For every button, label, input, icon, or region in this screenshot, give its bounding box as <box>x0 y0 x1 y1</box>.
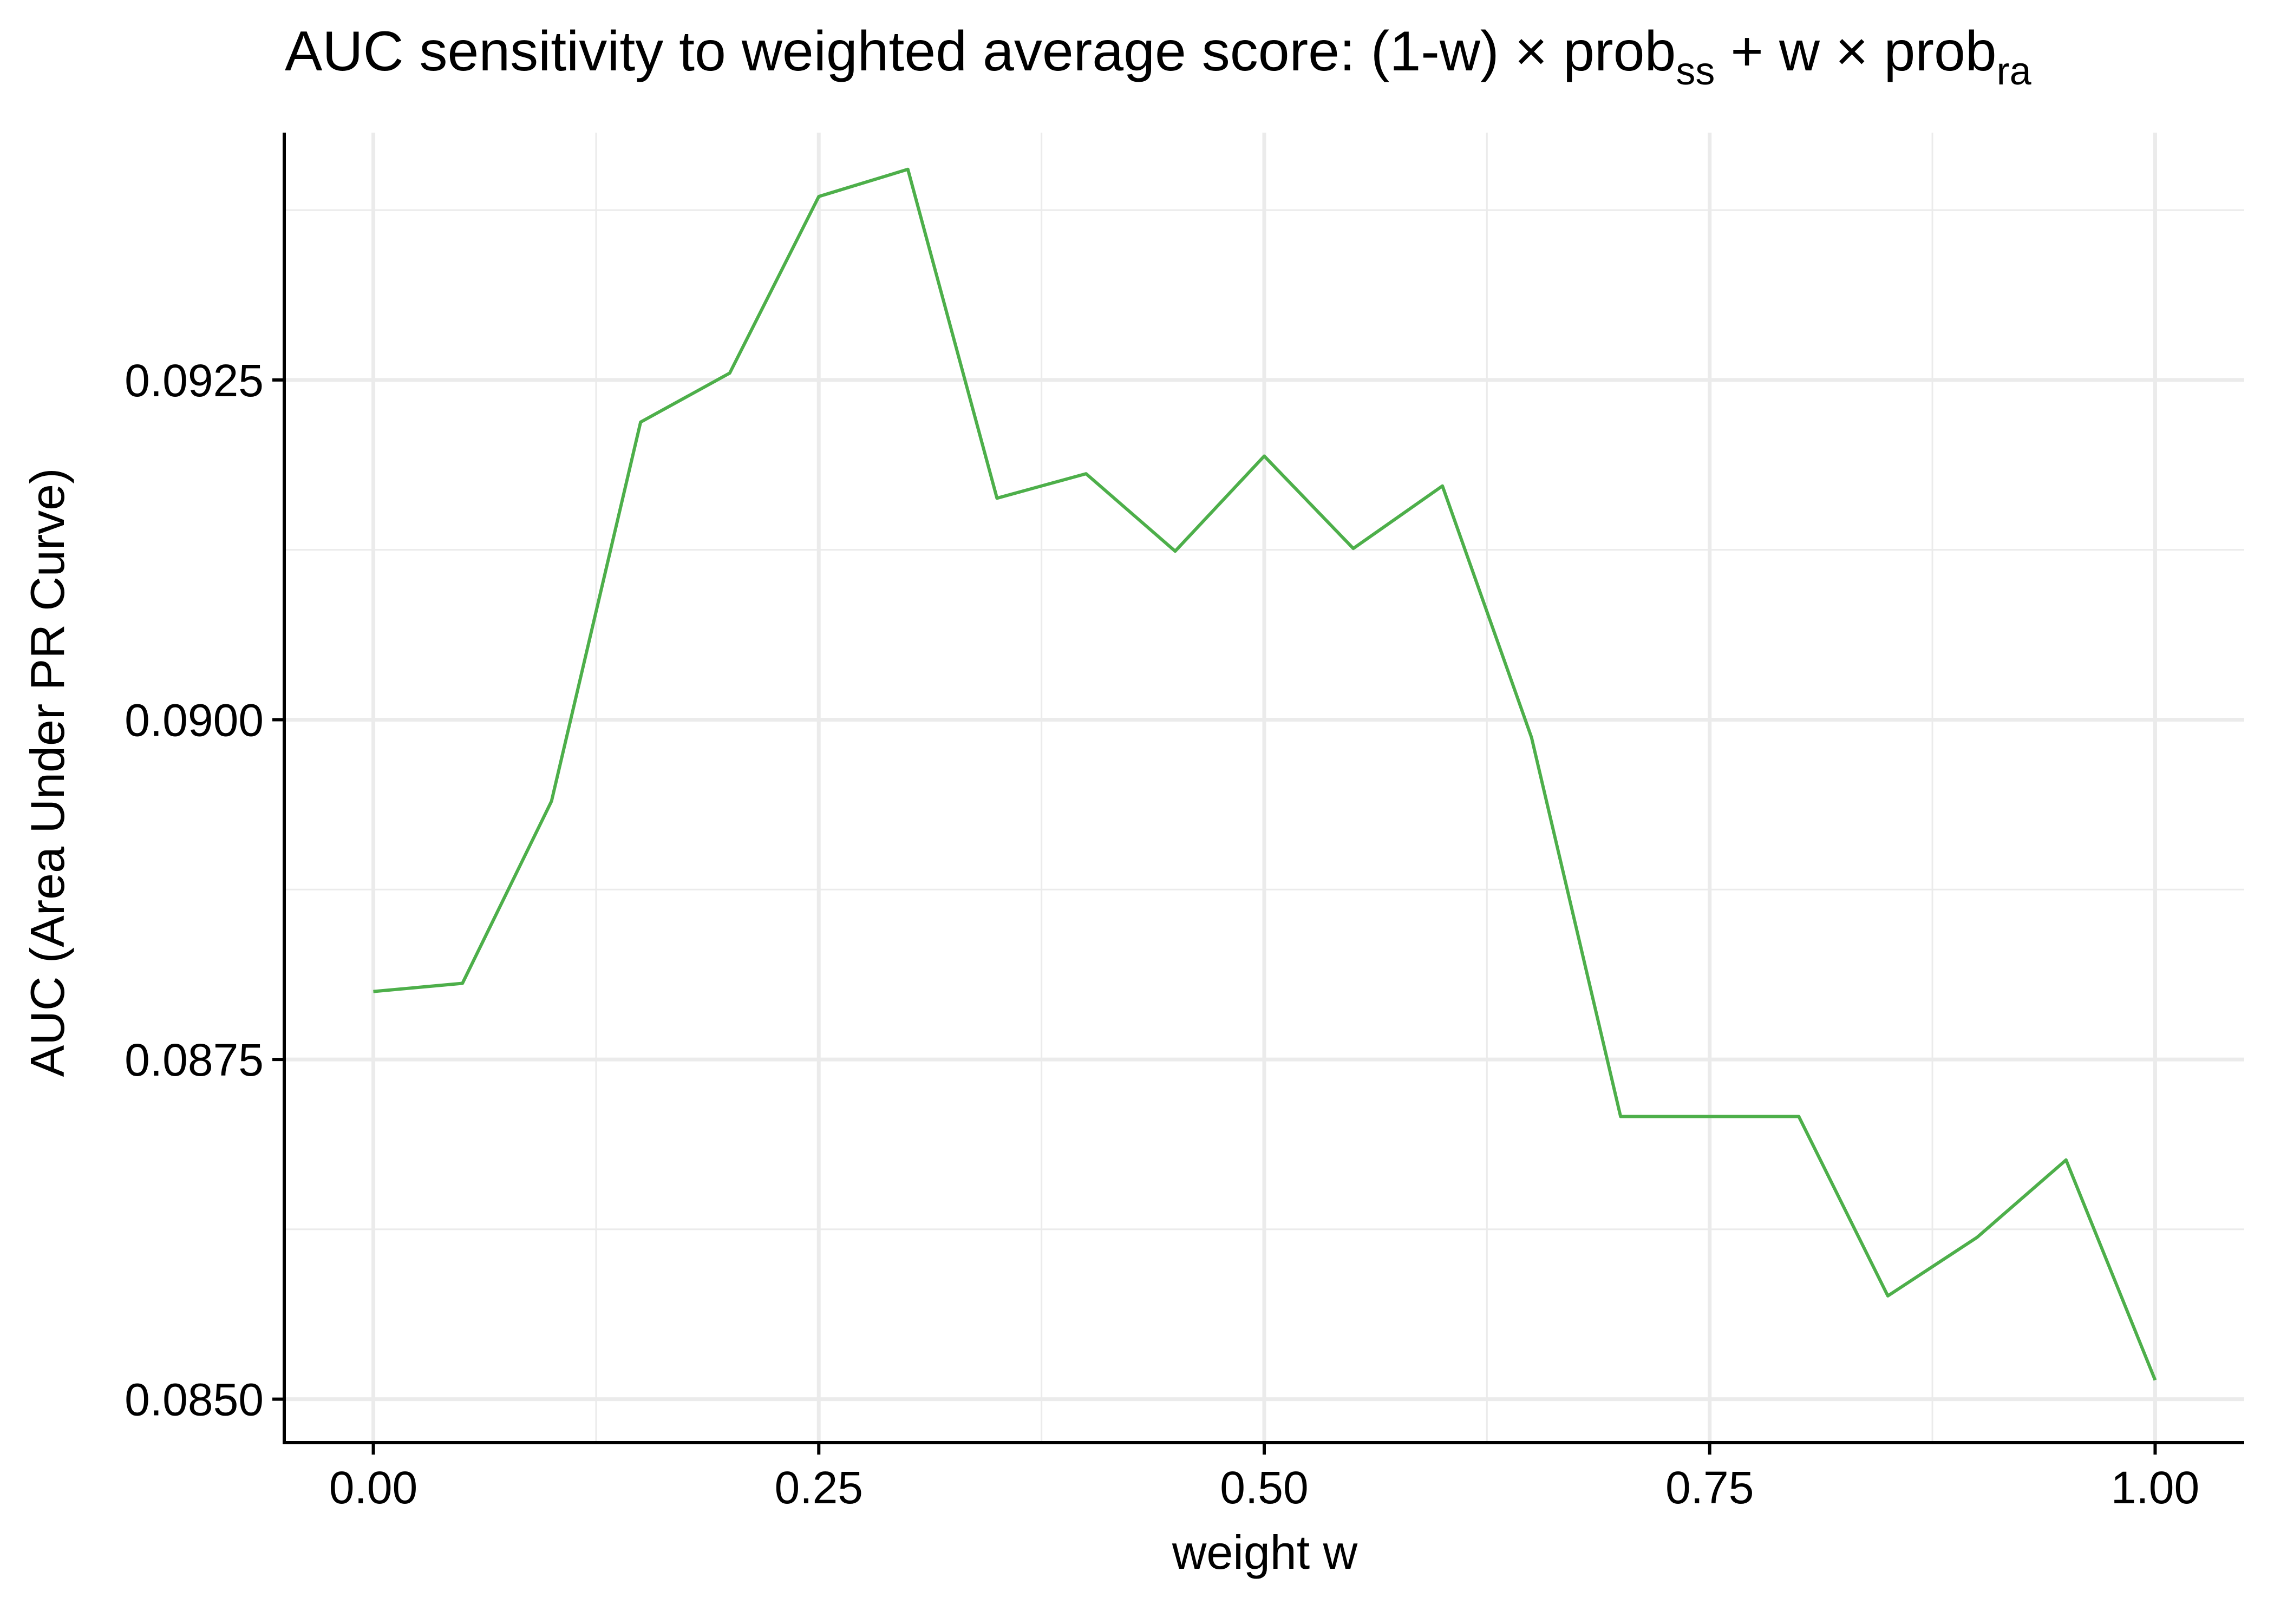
x-tick-label-2: 0.50 <box>1220 1462 1309 1513</box>
chart-title: AUC sensitivity to weighted average scor… <box>285 20 2032 93</box>
chart-title-sub-ss: ss <box>1676 50 1715 93</box>
series-line <box>373 167 2157 1381</box>
x-tick-label-4: 1.00 <box>2111 1462 2200 1513</box>
y-tick-label-3: 0.0925 <box>125 355 264 406</box>
y-ticks: 0.0850 0.0875 0.0900 0.0925 <box>125 355 284 1425</box>
x-tick-label-3: 0.75 <box>1665 1462 1754 1513</box>
y-tick-label-1: 0.0875 <box>125 1034 264 1085</box>
y-tick-label-2: 0.0900 <box>125 695 264 745</box>
chart-title-sub-ra: ra <box>1997 50 2032 93</box>
x-tick-label-1: 0.25 <box>775 1462 864 1513</box>
chart-title-middle: + w × prob <box>1715 20 1996 83</box>
y-tick-label-0: 0.0850 <box>125 1374 264 1425</box>
series-layer <box>373 167 2157 1381</box>
y-axis-label: AUC (Area Under PR Curve) <box>21 468 74 1077</box>
x-axis-label: weight w <box>1172 1525 1358 1579</box>
x-tick-label-0: 0.00 <box>329 1462 418 1513</box>
x-ticks: 0.00 0.25 0.50 0.75 1.00 <box>329 1443 2199 1513</box>
chart-title-prefix: AUC sensitivity to weighted average scor… <box>285 20 1676 83</box>
major-gridlines <box>284 133 2244 1443</box>
